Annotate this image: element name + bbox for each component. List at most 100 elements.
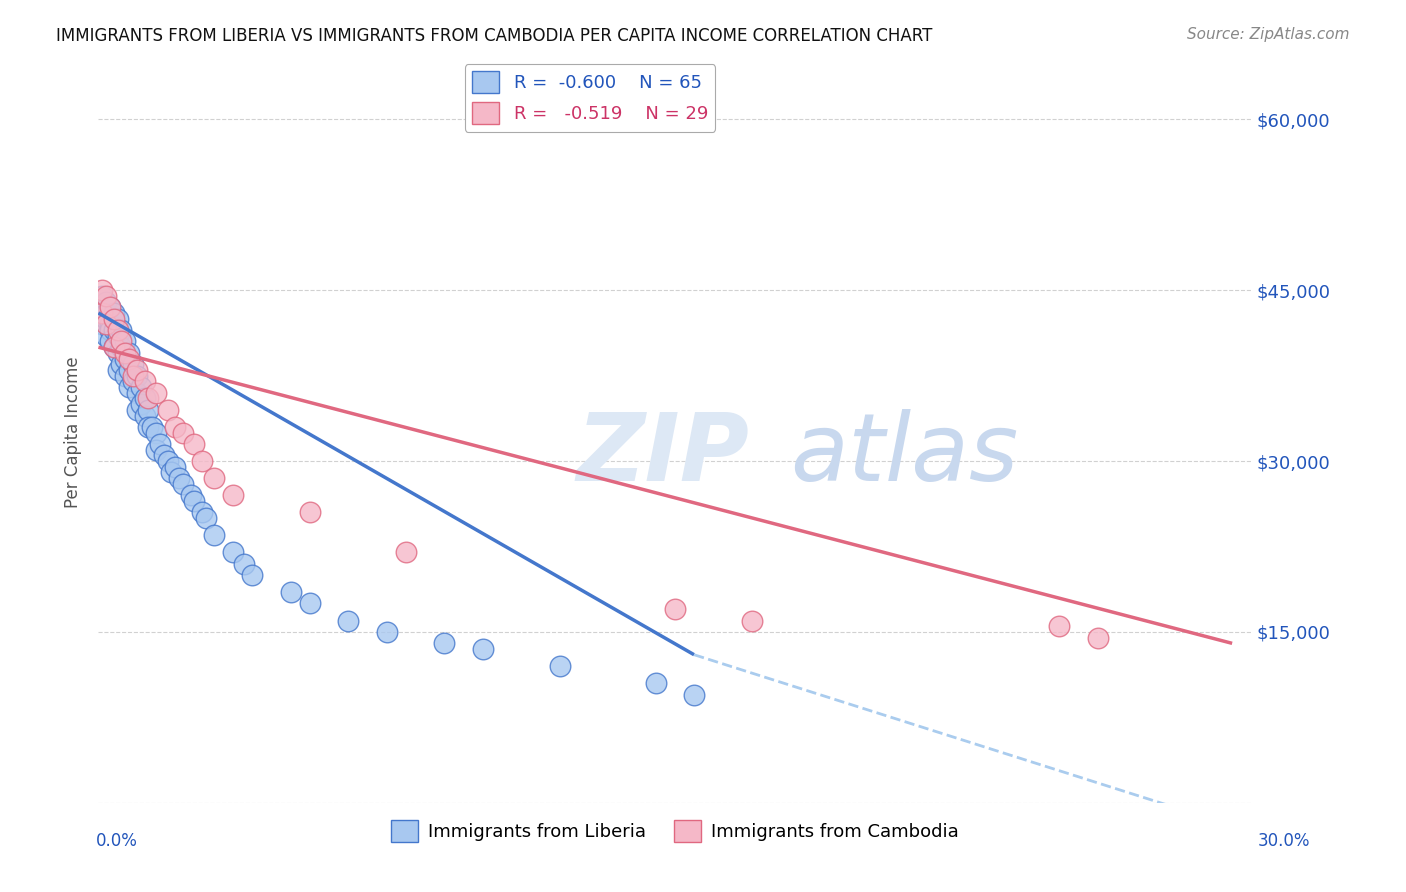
Point	[1087, 631, 1109, 645]
Point	[118, 380, 141, 394]
Point	[180, 488, 202, 502]
Point	[240, 568, 263, 582]
Point	[107, 311, 129, 326]
Text: 0.0%: 0.0%	[96, 831, 138, 849]
Point	[141, 420, 163, 434]
Point	[298, 597, 321, 611]
Point	[122, 375, 145, 389]
Point	[145, 425, 167, 440]
Point	[156, 402, 179, 417]
Point	[138, 392, 160, 406]
Point	[134, 409, 156, 423]
Point	[395, 545, 418, 559]
Point	[94, 328, 117, 343]
Point	[125, 368, 148, 383]
Point	[125, 363, 148, 377]
Point	[103, 306, 125, 320]
Point	[98, 334, 121, 349]
Point	[222, 488, 245, 502]
Point	[548, 659, 571, 673]
Point	[110, 340, 132, 354]
Y-axis label: Per Capita Income: Per Capita Income	[65, 357, 83, 508]
Point	[280, 585, 302, 599]
Point	[125, 385, 148, 400]
Point	[145, 385, 167, 400]
Point	[172, 425, 194, 440]
Point	[110, 323, 132, 337]
Point	[149, 437, 172, 451]
Text: ZIP: ZIP	[576, 409, 749, 500]
Point	[191, 454, 214, 468]
Point	[110, 357, 132, 371]
Point	[145, 442, 167, 457]
Point	[471, 642, 494, 657]
Text: IMMIGRANTS FROM LIBERIA VS IMMIGRANTS FROM CAMBODIA PER CAPITA INCOME CORRELATIO: IMMIGRANTS FROM LIBERIA VS IMMIGRANTS FR…	[56, 27, 932, 45]
Point	[298, 505, 321, 519]
Point	[433, 636, 456, 650]
Point	[160, 466, 183, 480]
Point	[118, 351, 141, 366]
Point	[233, 557, 256, 571]
Point	[134, 392, 156, 406]
Point	[222, 545, 245, 559]
Point	[183, 437, 205, 451]
Point	[134, 375, 156, 389]
Point	[337, 614, 360, 628]
Point	[118, 346, 141, 360]
Point	[114, 346, 136, 360]
Point	[125, 402, 148, 417]
Point	[98, 301, 121, 315]
Point	[183, 494, 205, 508]
Point	[91, 306, 114, 320]
Point	[683, 688, 706, 702]
Point	[110, 334, 132, 349]
Point	[138, 402, 160, 417]
Point	[107, 323, 129, 337]
Point	[152, 449, 174, 463]
Point	[107, 363, 129, 377]
Point	[103, 340, 125, 354]
Point	[103, 340, 125, 354]
Point	[114, 334, 136, 349]
Point	[94, 311, 117, 326]
Point	[195, 511, 218, 525]
Point	[94, 294, 117, 309]
Point	[103, 323, 125, 337]
Point	[94, 318, 117, 332]
Point	[741, 614, 763, 628]
Point	[91, 318, 114, 332]
Point	[129, 380, 152, 394]
Point	[122, 368, 145, 383]
Point	[202, 471, 225, 485]
Point	[91, 289, 114, 303]
Point	[156, 454, 179, 468]
Point	[107, 328, 129, 343]
Point	[98, 301, 121, 315]
Point	[91, 283, 114, 297]
Point	[172, 476, 194, 491]
Point	[98, 318, 121, 332]
Point	[202, 528, 225, 542]
Point	[644, 676, 666, 690]
Point	[165, 420, 187, 434]
Text: atlas: atlas	[790, 409, 1018, 500]
Point	[107, 346, 129, 360]
Point	[1047, 619, 1070, 633]
Text: 30.0%: 30.0%	[1258, 831, 1310, 849]
Point	[94, 289, 117, 303]
Point	[165, 459, 187, 474]
Point	[191, 505, 214, 519]
Point	[375, 624, 398, 639]
Point	[91, 301, 114, 315]
Point	[167, 471, 190, 485]
Point	[94, 306, 117, 320]
Point	[98, 323, 121, 337]
Point	[664, 602, 686, 616]
Point	[114, 368, 136, 383]
Point	[129, 397, 152, 411]
Legend: R =  -0.600    N = 65, R =   -0.519    N = 29: R = -0.600 N = 65, R = -0.519 N = 29	[465, 64, 716, 132]
Point	[103, 311, 125, 326]
Point	[138, 420, 160, 434]
Point	[122, 357, 145, 371]
Point	[114, 351, 136, 366]
